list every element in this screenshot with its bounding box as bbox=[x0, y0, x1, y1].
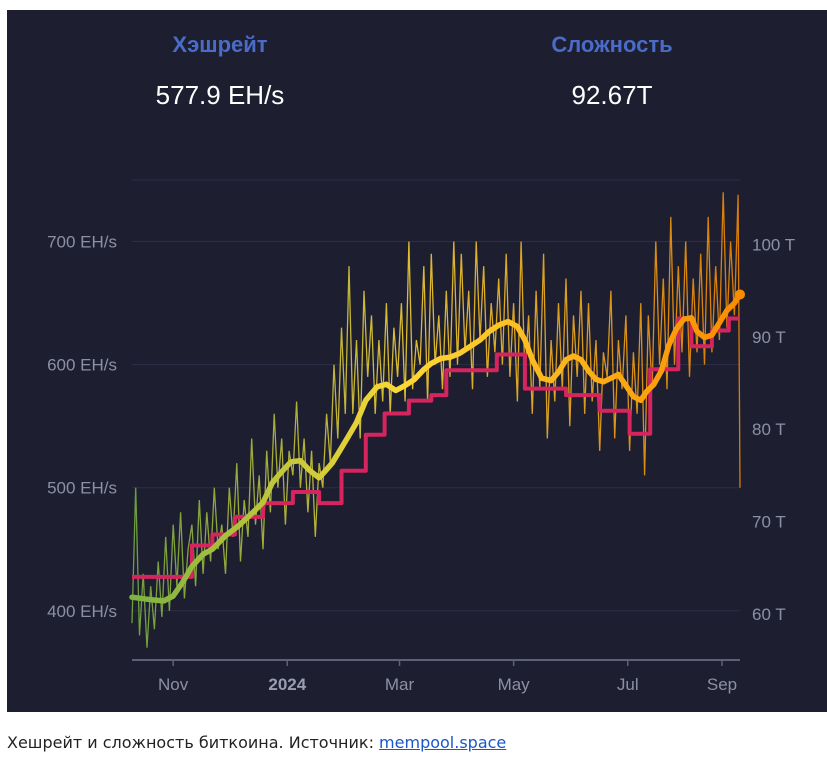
difficulty-line bbox=[132, 316, 740, 579]
caption-text: Хешрейт и сложность биткоина. Источник: bbox=[7, 733, 380, 752]
y-left-tick-label: 700 EH/s bbox=[47, 233, 117, 252]
source-link[interactable]: mempool.space bbox=[379, 733, 507, 752]
y-right-tick-label: 100 T bbox=[752, 236, 795, 255]
y-left-tick-label: 400 EH/s bbox=[47, 602, 117, 621]
chart-panel: Хэшрейт 577.9 EH/s Сложность 92.67T 400 … bbox=[7, 10, 827, 712]
x-tick-label: 2024 bbox=[268, 675, 306, 694]
hashrate-difficulty-chart: 400 EH/s 500 EH/s 600 EH/s 700 EH/s 60 T 70 … bbox=[47, 179, 795, 694]
x-tick-label: Mar bbox=[385, 675, 415, 694]
hashrate-end-marker bbox=[735, 289, 745, 300]
y-right-tick-label: 80 T bbox=[752, 420, 786, 439]
x-tick-label: Nov bbox=[158, 675, 189, 694]
difficulty-value: 92.67T bbox=[571, 80, 653, 110]
y-left-tick-label: 500 EH/s bbox=[47, 479, 117, 498]
y-axis-left: 400 EH/s 500 EH/s 600 EH/s 700 EH/s bbox=[47, 233, 117, 621]
y-left-tick-label: 600 EH/s bbox=[47, 356, 117, 375]
difficulty-title: Сложность bbox=[551, 32, 673, 57]
y-right-tick-label: 60 T bbox=[752, 605, 786, 624]
x-tick-label: May bbox=[498, 675, 531, 694]
x-tick-label: Sep bbox=[707, 675, 737, 694]
y-right-tick-label: 70 T bbox=[752, 513, 786, 532]
hashrate-value: 577.9 EH/s bbox=[155, 80, 285, 110]
x-tick-label: Jul bbox=[617, 675, 639, 694]
x-axis: Nov 2024 Mar May Jul Sep bbox=[158, 660, 737, 694]
y-axis-right: 60 T 70 T 80 T 90 T 100 T bbox=[752, 236, 795, 624]
series bbox=[129, 192, 745, 648]
figure-caption: Хешрейт и сложность биткоина. Источник: … bbox=[7, 733, 506, 752]
hashrate-title: Хэшрейт bbox=[172, 32, 268, 57]
hashrate-average-line bbox=[129, 291, 743, 604]
y-right-tick-label: 90 T bbox=[752, 328, 786, 347]
